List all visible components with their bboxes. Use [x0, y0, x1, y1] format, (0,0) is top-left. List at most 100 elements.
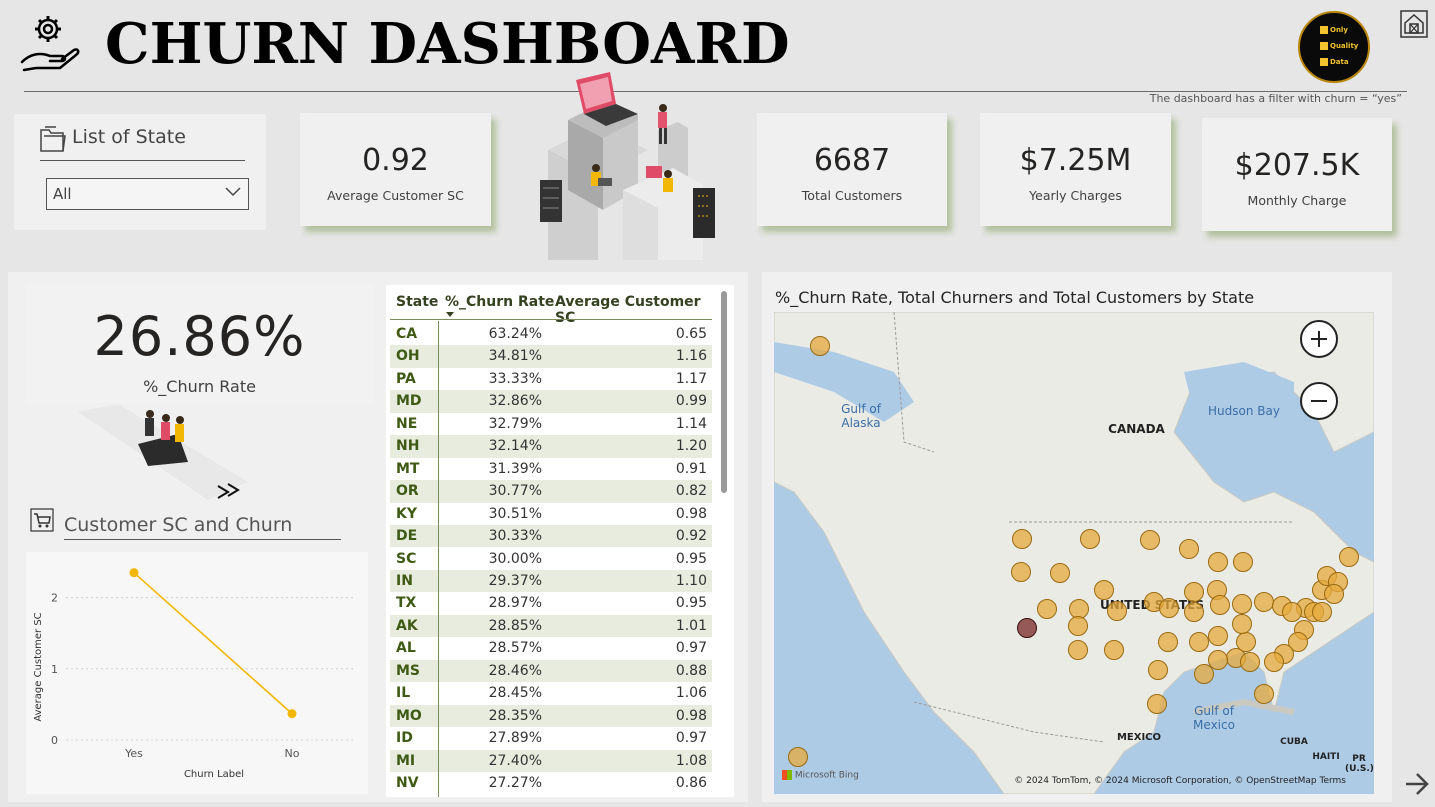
- map-bubble[interactable]: [1104, 640, 1124, 660]
- cell-state: ID: [396, 730, 413, 747]
- map-bubble[interactable]: [1324, 584, 1344, 604]
- map-bubble[interactable]: [1068, 640, 1088, 660]
- map-credits[interactable]: © 2024 TomTom, © 2024 Microsoft Corporat…: [1014, 776, 1346, 786]
- state-dropdown-value: All: [53, 185, 72, 203]
- map-bubble[interactable]: [1050, 563, 1070, 583]
- table-row[interactable]: AK 28.85% 1.01: [390, 614, 712, 638]
- table-row[interactable]: CA 63.24% 0.65: [390, 323, 712, 345]
- col-churn-rate-header[interactable]: %_Churn Rate: [445, 294, 555, 310]
- table-row[interactable]: NH 32.14% 1.20: [390, 435, 712, 458]
- map-bubble[interactable]: [1240, 652, 1260, 672]
- table-row[interactable]: NV 27.27% 0.86: [390, 772, 712, 794]
- cell-churn-rate: 30.77%: [488, 483, 542, 500]
- table-row[interactable]: IN 29.37% 1.10: [390, 569, 712, 593]
- cell-churn-rate: 28.35%: [488, 707, 542, 724]
- map-bubble[interactable]: [1339, 547, 1359, 567]
- col-state-header[interactable]: State: [396, 294, 439, 310]
- data-point[interactable]: [129, 568, 139, 578]
- map-bubble[interactable]: [1208, 626, 1228, 646]
- map-bubble[interactable]: [1148, 660, 1168, 680]
- map-bubble[interactable]: [1179, 539, 1199, 559]
- kpi-label: Monthly Charge: [1247, 193, 1347, 208]
- table-row[interactable]: NE 32.79% 1.14: [390, 413, 712, 435]
- map-title: %_Churn Rate, Total Churners and Total C…: [775, 288, 1255, 307]
- kpi-label: Yearly Charges: [1029, 188, 1122, 203]
- column-divider: [438, 321, 439, 797]
- cell-state: DE: [396, 528, 418, 545]
- map-bubble[interactable]: [1159, 598, 1179, 618]
- map-bubble[interactable]: [1194, 664, 1214, 684]
- table-row[interactable]: OH 34.81% 1.16: [390, 345, 712, 368]
- cell-churn-rate: 29.37%: [488, 572, 542, 589]
- map-bubble[interactable]: [1254, 592, 1274, 612]
- map-bubble[interactable]: [1184, 582, 1204, 602]
- map-bubble[interactable]: [1233, 552, 1253, 572]
- table-row[interactable]: KY 30.51% 0.98: [390, 503, 712, 525]
- kpi-value: 6687: [813, 143, 891, 178]
- cell-avg-sc: 0.92: [675, 528, 707, 545]
- table-row[interactable]: MT 31.39% 0.91: [390, 458, 712, 480]
- table-row[interactable]: MI 27.40% 1.08: [390, 749, 712, 772]
- table-row[interactable]: OR 30.77% 0.82: [390, 480, 712, 503]
- map-bubble[interactable]: [1232, 594, 1252, 614]
- map-bubble[interactable]: [1312, 602, 1332, 622]
- map-bubble[interactable]: [1232, 614, 1252, 634]
- table-scrollbar[interactable]: [721, 291, 727, 493]
- kpi-monthly-charge: $207.5K Monthly Charge: [1202, 118, 1392, 231]
- cell-state: SC: [396, 550, 417, 567]
- map-bubble[interactable]: [1011, 562, 1031, 582]
- cell-churn-rate: 32.86%: [488, 393, 542, 410]
- map-bubble[interactable]: [1208, 552, 1228, 572]
- map-bubble[interactable]: [1189, 632, 1209, 652]
- table-row[interactable]: TX 28.97% 0.95: [390, 592, 712, 614]
- map-bubble[interactable]: [788, 747, 808, 767]
- map-bubble[interactable]: [1140, 530, 1160, 550]
- table-row[interactable]: IL 28.45% 1.06: [390, 682, 712, 704]
- map-bubble[interactable]: [1068, 616, 1088, 636]
- map-bubble[interactable]: [1254, 684, 1274, 704]
- office-illustration: [528, 70, 718, 262]
- cell-churn-rate: 27.89%: [488, 730, 542, 747]
- home-icon[interactable]: [1400, 10, 1428, 38]
- table-row[interactable]: MD 32.86% 0.99: [390, 390, 712, 413]
- zoom-in-button[interactable]: [1300, 320, 1338, 358]
- table-row[interactable]: AL 28.57% 0.97: [390, 637, 712, 659]
- state-bubble-map[interactable]: Gulf of Alaska Hudson Bay CANADA UNITED …: [774, 312, 1374, 794]
- zoom-out-button[interactable]: [1300, 382, 1338, 420]
- map-bubble[interactable]: [1037, 599, 1057, 619]
- table-row[interactable]: SC 30.00% 0.95: [390, 548, 712, 570]
- col-avg-sc-header[interactable]: Average Customer SC: [555, 294, 701, 326]
- map-bubble[interactable]: [1080, 529, 1100, 549]
- map-bubble[interactable]: [1184, 602, 1204, 622]
- table-row[interactable]: DE 30.33% 0.92: [390, 525, 712, 548]
- map-bubble[interactable]: [810, 336, 830, 356]
- map-bubble[interactable]: [1147, 694, 1167, 714]
- table-row[interactable]: ID 27.89% 0.97: [390, 727, 712, 749]
- cell-state: AL: [396, 640, 416, 657]
- map-bubble[interactable]: [1094, 580, 1114, 600]
- map-bubble[interactable]: [1107, 601, 1127, 621]
- map-bubble[interactable]: [1264, 652, 1284, 672]
- map-bubble[interactable]: [1012, 529, 1032, 549]
- state-table[interactable]: State %_Churn Rate Average Customer SC C…: [386, 285, 734, 797]
- map-bubble[interactable]: [1282, 602, 1302, 622]
- map-bubble[interactable]: [1288, 632, 1308, 652]
- table-row[interactable]: PA 33.33% 1.17: [390, 368, 712, 390]
- map-bubble[interactable]: [1236, 632, 1256, 652]
- table-row[interactable]: MO 28.35% 0.98: [390, 704, 712, 728]
- cell-avg-sc: 1.08: [675, 752, 707, 769]
- cell-state: NE: [396, 415, 418, 432]
- map-bubble[interactable]: [1210, 595, 1230, 615]
- cell-avg-sc: 0.97: [675, 640, 707, 657]
- chevron-down-icon: [224, 185, 242, 203]
- next-page-arrow-icon[interactable]: [1403, 770, 1431, 806]
- map-bubble[interactable]: [1208, 650, 1228, 670]
- state-dropdown[interactable]: All: [46, 178, 249, 210]
- table-row[interactable]: MS 28.46% 0.88: [390, 659, 712, 683]
- cell-churn-rate: 32.14%: [488, 438, 542, 455]
- cell-churn-rate: 28.57%: [488, 640, 542, 657]
- cell-churn-rate: 28.45%: [488, 685, 542, 702]
- map-bubble[interactable]: [1158, 632, 1178, 652]
- data-point[interactable]: [287, 709, 297, 719]
- map-bubble-highlight[interactable]: [1017, 618, 1037, 638]
